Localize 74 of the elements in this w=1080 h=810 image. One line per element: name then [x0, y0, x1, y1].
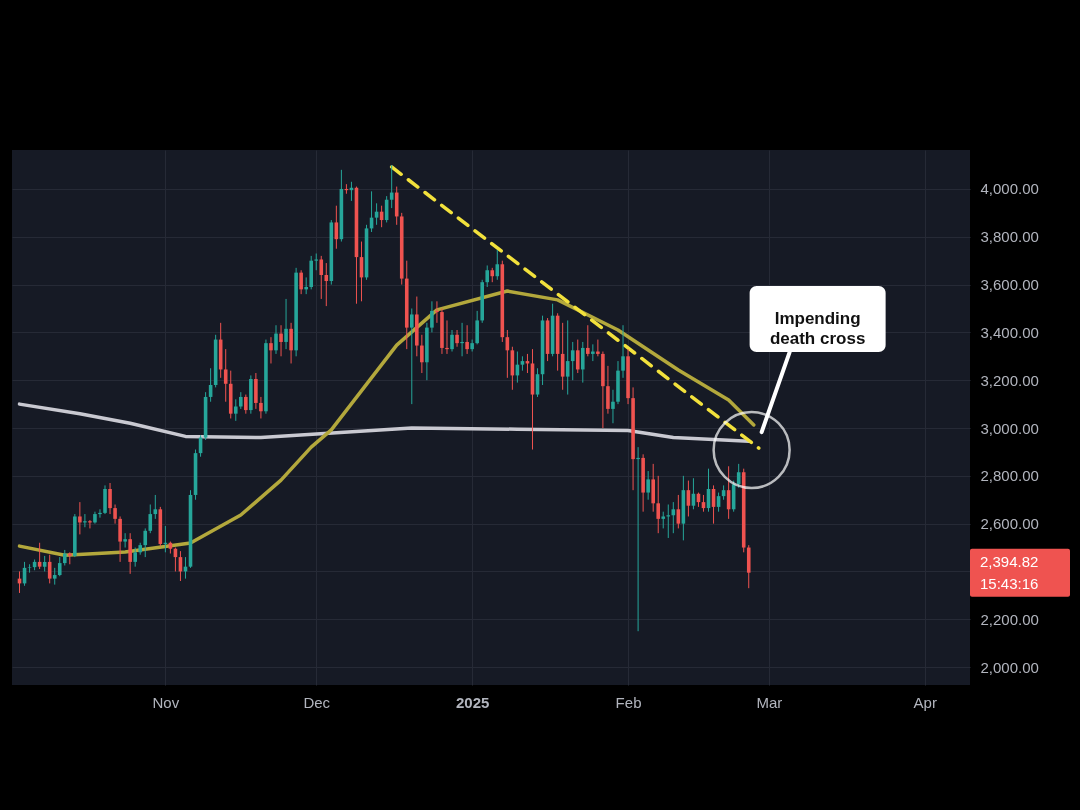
- candlestick: [485, 264, 490, 288]
- candlestick: [409, 307, 414, 405]
- text: 2,394.82: [980, 552, 1039, 570]
- x-tick-label: Mar: [756, 693, 783, 711]
- candlestick: [289, 322, 293, 364]
- text: 15:43:16: [980, 574, 1039, 592]
- candlestick: [450, 329, 454, 353]
- x-tick-label: Apr: [913, 693, 937, 711]
- candlestick: [319, 255, 324, 300]
- candlestick: [113, 504, 117, 525]
- candlestick: [133, 547, 137, 568]
- candlestick: [27, 563, 32, 574]
- candlestick: [606, 365, 610, 415]
- candlestick: [128, 532, 132, 575]
- line-series: [17, 402, 751, 443]
- candlestick: [244, 394, 248, 415]
- candlestick: [575, 339, 580, 374]
- candlestick: [324, 262, 329, 307]
- x-tick-label: Feb: [615, 693, 642, 711]
- candlestick: [108, 482, 112, 515]
- candlestick: [656, 475, 661, 534]
- candlestick: [475, 310, 479, 345]
- candlestick: [470, 339, 474, 353]
- candlestick: [435, 300, 439, 324]
- x-tick-label: Nov: [152, 693, 180, 711]
- candlestick: [495, 249, 500, 281]
- candlestick: [420, 334, 424, 374]
- y-tick-label: 2,600.00: [980, 515, 1039, 533]
- annotation: Impending death cross: [769, 309, 866, 349]
- y-tick-label: 2,200.00: [980, 610, 1039, 628]
- candlestick: [636, 446, 640, 632]
- candlestick: [123, 532, 127, 549]
- candlestick: [269, 336, 273, 364]
- candlestick: [611, 389, 615, 424]
- candlestick: [621, 324, 625, 379]
- candlestick: [580, 341, 585, 384]
- y-tick-label: 2,000.00: [980, 658, 1039, 676]
- candlestick: [143, 527, 148, 558]
- candlestick: [279, 324, 283, 357]
- candlestick: [455, 329, 459, 348]
- candlestick: [394, 186, 399, 226]
- y-tick-label: 3,200.00: [980, 371, 1039, 389]
- x-tick-label: 2025: [455, 693, 490, 711]
- candlestick: [465, 324, 469, 355]
- candlestick: [430, 300, 434, 333]
- candlestick: [88, 519, 92, 529]
- candlestick: [83, 513, 87, 528]
- candlestick: [586, 324, 590, 357]
- candlestick: [233, 398, 238, 422]
- candlestick: [98, 508, 102, 519]
- candlestick: [57, 556, 62, 577]
- candlestick: [78, 501, 82, 535]
- y-tick-label: 3,000.00: [980, 419, 1039, 437]
- candlestick: [148, 504, 153, 534]
- y-tick-label: 3,400.00: [980, 323, 1039, 341]
- candlestick: [299, 269, 303, 295]
- candlestick: [103, 484, 107, 515]
- candlestick: [651, 463, 655, 513]
- candlestick: [284, 298, 288, 350]
- y-tick-label: 4,000.00: [980, 180, 1039, 198]
- candlestick: [570, 341, 575, 381]
- candlestick: [445, 319, 449, 355]
- candlestick: [274, 324, 278, 355]
- candlestick: [259, 396, 263, 419]
- candlestick: [460, 322, 464, 357]
- x-tick-label: Dec: [303, 693, 331, 711]
- candlestick: [254, 372, 258, 410]
- candlestick: [666, 504, 671, 539]
- y-tick-label: 2,800.00: [980, 467, 1039, 485]
- candlestick: [646, 470, 650, 501]
- y-tick-label: 3,600.00: [980, 276, 1039, 294]
- candlestick: [223, 348, 228, 403]
- y-tick-label: 3,800.00: [980, 228, 1039, 246]
- candlestick: [118, 515, 122, 563]
